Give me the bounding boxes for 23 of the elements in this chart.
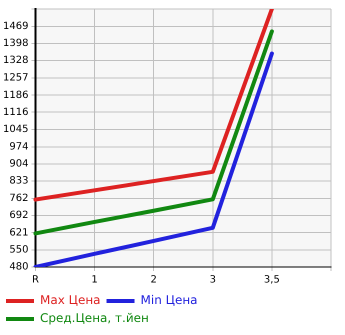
y-tick-label: 1045 xyxy=(2,124,28,136)
y-tick-label: 1469 xyxy=(2,20,28,32)
legend-label: Min Цена xyxy=(140,293,198,308)
y-tick-label: 621 xyxy=(9,227,28,238)
y-tick-label: 904 xyxy=(9,158,28,170)
y-tick-label: 550 xyxy=(9,244,28,256)
legend-label: Сред.Цена, т.йен xyxy=(40,311,149,326)
y-tick-label: 974 xyxy=(9,141,28,152)
y-tick-label: 480 xyxy=(9,262,28,273)
y-tick-label: 762 xyxy=(9,192,28,204)
x-tick-label: R xyxy=(32,274,39,286)
x-tick-label: 3,5 xyxy=(264,274,280,286)
y-tick-label: 692 xyxy=(9,210,28,221)
x-tick-label: 3 xyxy=(210,274,216,286)
y-tick-label: 1398 xyxy=(2,38,28,50)
legend-label: Max Цена xyxy=(40,293,101,308)
y-tick-label: 1186 xyxy=(2,90,28,101)
y-tick-label: 833 xyxy=(9,176,28,187)
x-tick-label: 2 xyxy=(150,274,157,286)
y-tick-label: 1116 xyxy=(2,106,28,118)
y-tick-label: 1257 xyxy=(2,72,28,84)
y-tick-label: 1328 xyxy=(2,55,28,66)
x-tick-label: 1 xyxy=(91,274,98,286)
